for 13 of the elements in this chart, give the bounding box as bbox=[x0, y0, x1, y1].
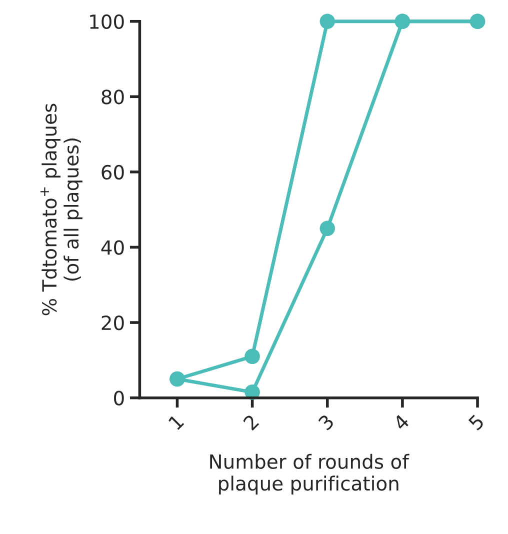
y-tick-label: 40 bbox=[101, 240, 124, 255]
x-tick-label: 5 bbox=[468, 414, 485, 431]
x-tick-label: 2 bbox=[242, 414, 260, 431]
x-tick-label: 4 bbox=[392, 414, 410, 431]
y-tick-label: 0 bbox=[114, 390, 124, 406]
x-axis-title: Number of rounds of plaque purification bbox=[210, 454, 410, 495]
x-tick-label: 3 bbox=[318, 414, 335, 431]
y-tick-label: 80 bbox=[102, 90, 124, 104]
y-tick-label: 20 bbox=[102, 315, 124, 330]
y-tick-label: 60 bbox=[102, 164, 124, 180]
y-tick-label: 100 bbox=[90, 14, 124, 30]
y-axis-title: % Tdtomato$^{+}$ plaques (of all plaques) bbox=[40, 104, 82, 316]
x-tick-label: 1 bbox=[168, 414, 184, 430]
